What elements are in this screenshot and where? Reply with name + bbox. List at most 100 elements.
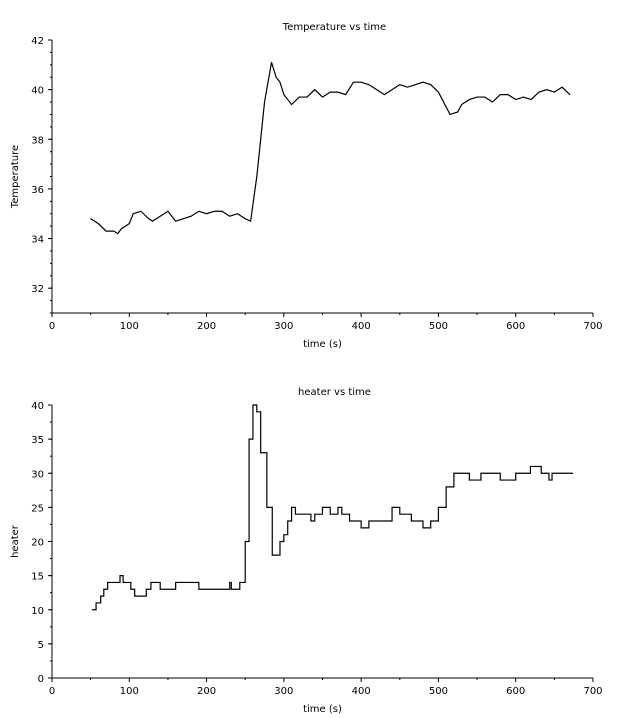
data-point xyxy=(391,89,393,91)
y-tick-label: 35 xyxy=(31,435,44,446)
data-point xyxy=(182,218,184,220)
chart-title: heater vs time xyxy=(298,387,371,398)
data-point xyxy=(90,218,92,220)
data-point xyxy=(237,213,238,215)
data-point xyxy=(271,554,273,556)
data-point xyxy=(349,520,350,522)
y-tick-label: 40 xyxy=(31,86,44,97)
data-point xyxy=(430,84,432,86)
x-tick-label: 300 xyxy=(274,321,293,332)
data-point xyxy=(310,520,312,522)
data-point xyxy=(422,527,424,529)
x-tick-label: 100 xyxy=(120,686,139,697)
data-point xyxy=(468,99,470,100)
data-point xyxy=(91,609,93,611)
y-tick-label: 5 xyxy=(38,640,44,651)
data-point xyxy=(275,554,277,556)
data-point xyxy=(97,223,99,225)
y-tick-label: 20 xyxy=(31,538,44,549)
data-point xyxy=(260,452,262,454)
data-point xyxy=(244,541,246,542)
data-point xyxy=(134,595,136,597)
data-point xyxy=(159,588,161,590)
data-point xyxy=(360,81,362,83)
y-tick-label: 15 xyxy=(31,572,44,583)
data-point xyxy=(198,210,200,212)
data-point xyxy=(438,506,439,508)
data-point xyxy=(103,588,105,590)
x-tick-label: 700 xyxy=(583,321,602,332)
data-point xyxy=(279,541,281,542)
data-point xyxy=(507,94,509,95)
data-point xyxy=(515,99,517,100)
data-point xyxy=(283,534,285,536)
y-tick-label: 42 xyxy=(31,36,44,47)
data-point xyxy=(150,582,152,583)
data-point xyxy=(119,575,121,577)
data-point xyxy=(206,213,207,215)
data-point xyxy=(167,210,169,212)
data-point xyxy=(572,472,574,474)
data-point xyxy=(353,81,354,83)
data-point xyxy=(515,472,517,474)
data-point xyxy=(128,223,130,225)
y-tick-label: 40 xyxy=(31,401,44,412)
data-point xyxy=(132,213,134,215)
data-point xyxy=(523,96,524,98)
data-point xyxy=(140,210,142,212)
data-point xyxy=(484,96,486,98)
x-tick-label: 0 xyxy=(49,321,55,332)
data-point xyxy=(229,215,231,217)
data-point xyxy=(287,520,289,522)
x-tick-label: 700 xyxy=(583,686,602,697)
data-point xyxy=(248,438,250,440)
data-point xyxy=(322,96,323,98)
data-point xyxy=(95,602,97,604)
data-point xyxy=(553,91,555,93)
data-point xyxy=(198,588,200,590)
data-point xyxy=(100,595,102,597)
data-point xyxy=(148,218,150,220)
data-point xyxy=(329,91,331,93)
data-point xyxy=(275,76,277,78)
data-point xyxy=(529,466,531,467)
data-point xyxy=(538,91,540,93)
data-point xyxy=(457,111,459,113)
data-point xyxy=(221,210,223,212)
x-tick-label: 0 xyxy=(49,686,55,697)
x-tick-label: 200 xyxy=(197,321,216,332)
data-point xyxy=(256,411,258,413)
y-tick-label: 38 xyxy=(31,135,44,146)
data-point xyxy=(499,94,501,95)
data-point xyxy=(561,86,563,88)
data-point xyxy=(130,588,132,590)
data-point xyxy=(244,218,246,220)
data-point xyxy=(548,479,550,481)
data-point xyxy=(175,220,177,222)
data-point xyxy=(256,176,258,177)
y-tick-label: 10 xyxy=(31,606,44,617)
data-point xyxy=(430,520,432,522)
data-point xyxy=(264,101,265,103)
data-point xyxy=(252,404,254,406)
y-axis-label: heater xyxy=(10,524,21,558)
plot-heater: 0 100 200 300 400 500 600 700 0 5 10 15 20 25 30 35 40 he… xyxy=(10,387,603,715)
data-point xyxy=(399,84,401,86)
data-line xyxy=(92,404,573,611)
x-tick-label: 500 xyxy=(429,686,448,697)
data-point xyxy=(322,506,323,508)
data-point xyxy=(266,506,268,508)
data-point xyxy=(461,104,463,105)
chart-title: Temperature vs time xyxy=(282,22,386,33)
data-point xyxy=(476,96,478,98)
data-point xyxy=(306,96,308,98)
data-point xyxy=(546,89,548,91)
data-point xyxy=(438,91,439,93)
data-point xyxy=(414,84,416,86)
data-point xyxy=(530,99,532,100)
data-point xyxy=(368,84,370,86)
data-point xyxy=(107,582,109,583)
data-point xyxy=(337,91,339,93)
data-point xyxy=(360,527,362,529)
data-point xyxy=(410,520,412,522)
